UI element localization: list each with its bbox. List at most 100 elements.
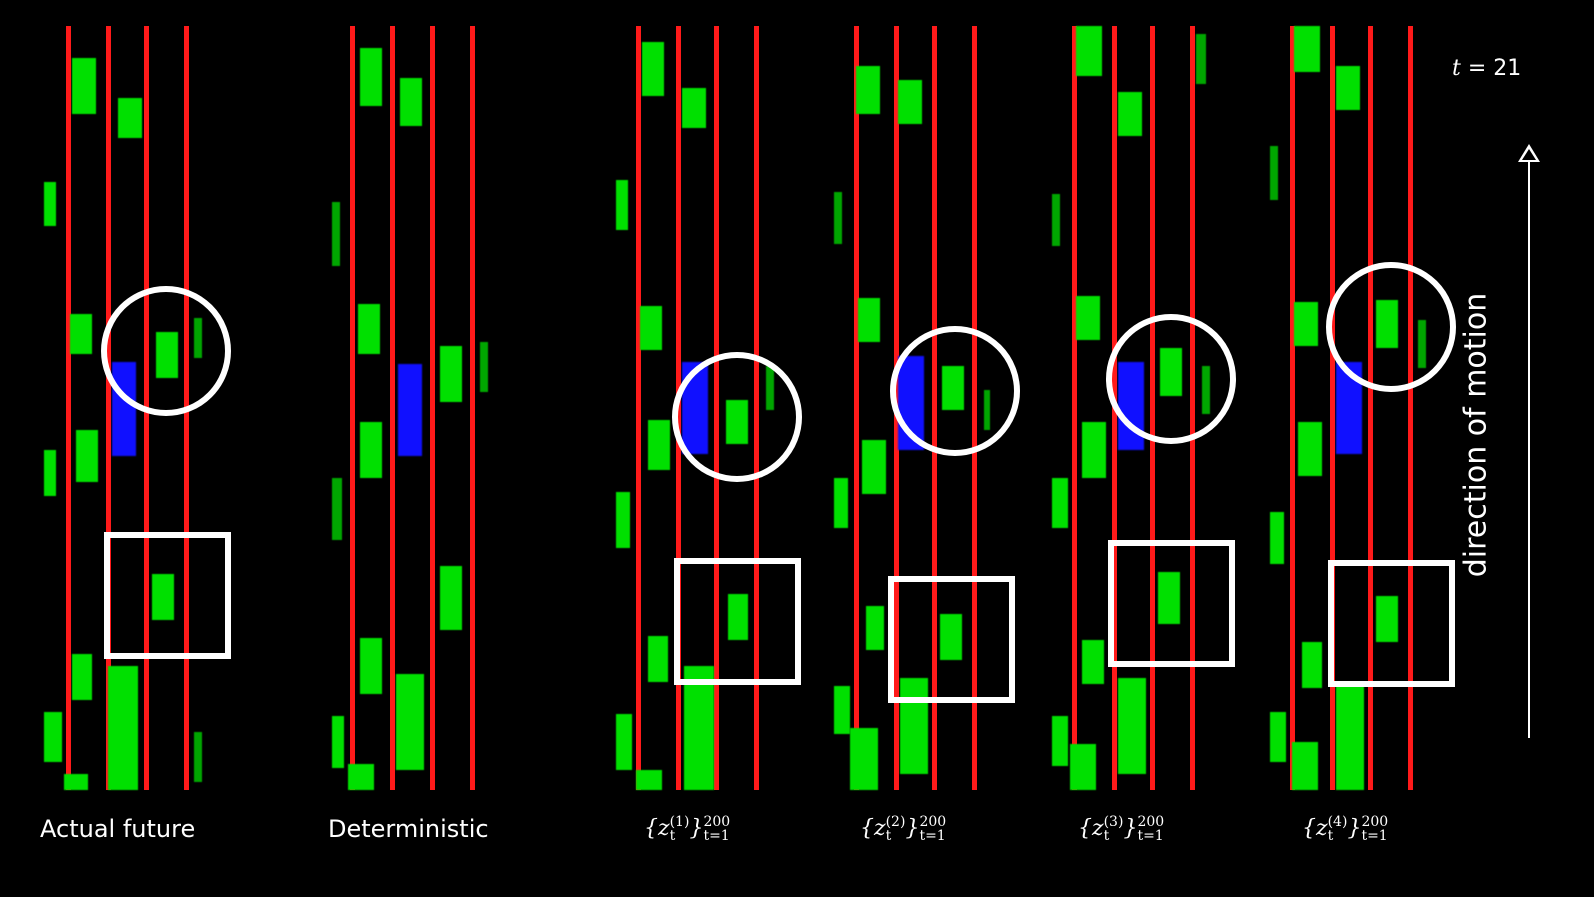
vehicle (940, 614, 962, 660)
highlight-circle (101, 286, 231, 416)
time-value: = 21 (1467, 56, 1522, 81)
direction-label: direction of motion (1458, 292, 1494, 578)
vehicle (360, 48, 382, 106)
highlight-circle (890, 326, 1020, 456)
vehicle (360, 638, 382, 694)
vehicle (44, 450, 56, 496)
highlight-square (888, 576, 1015, 703)
vehicle (1052, 716, 1068, 766)
sample-subscript: t (669, 828, 676, 844)
vehicle (850, 728, 878, 790)
panel-sample-1 (614, 26, 802, 790)
highlight-square (674, 558, 801, 685)
vehicle (898, 80, 922, 124)
vehicle (856, 66, 880, 114)
panel-sample-4 (1268, 26, 1456, 790)
sample-range-upper: 200 (919, 814, 947, 830)
lane-line (1072, 26, 1077, 790)
label-deterministic: Deterministic (328, 815, 489, 843)
vehicle (1270, 146, 1278, 200)
vehicle (194, 732, 202, 782)
vehicle (1294, 302, 1318, 346)
vehicle (70, 314, 92, 354)
vehicle (648, 420, 670, 470)
vehicle (1052, 194, 1060, 246)
vehicle (480, 342, 488, 392)
vehicle (1118, 678, 1146, 774)
lane-line (854, 26, 859, 790)
lane-line (430, 26, 435, 790)
vehicle (1082, 422, 1106, 478)
lane-line (66, 26, 71, 790)
vehicle (64, 774, 88, 790)
vehicle (358, 304, 380, 354)
vehicle (616, 714, 632, 770)
vehicle (332, 202, 340, 266)
vehicle (1302, 642, 1322, 688)
sample-index: (1) (669, 814, 690, 830)
sample-subscript: t (885, 828, 892, 844)
highlight-square (1328, 560, 1455, 687)
sample-range-lower: t=1 (919, 828, 946, 844)
vehicle (1336, 686, 1364, 790)
vehicle (440, 346, 462, 402)
vehicle (684, 666, 714, 790)
highlight-square (104, 532, 231, 659)
vehicle (834, 478, 848, 528)
label-sample-2: {z (2) t} 200 t=1 (860, 814, 947, 844)
label-sample-1: {z (1) t} 200 t=1 (644, 814, 731, 844)
vehicle (400, 78, 422, 126)
vehicle (858, 298, 880, 342)
time-step-label: t = 21 (1452, 56, 1521, 81)
vehicle (108, 666, 138, 790)
vehicle (1118, 92, 1142, 136)
vehicle (616, 180, 628, 230)
vehicle (1270, 712, 1286, 762)
arrow-shaft (1528, 160, 1530, 738)
lane-line (1368, 26, 1373, 790)
highlight-square (1108, 540, 1235, 667)
lane-line (636, 26, 641, 790)
vehicle (348, 764, 374, 790)
vehicle (862, 440, 886, 494)
vehicle (1070, 744, 1096, 790)
arrow-up-icon (1518, 144, 1540, 162)
vehicle (1376, 596, 1398, 642)
panel-sample-2 (832, 26, 1020, 790)
panel-deterministic (330, 26, 490, 790)
sample-subscript: t (1327, 828, 1334, 844)
vehicle (1082, 640, 1104, 684)
panel-actual-future (40, 26, 231, 790)
lane-line (1330, 26, 1335, 790)
vehicle (1158, 572, 1180, 624)
vehicle (152, 574, 174, 620)
vehicle (118, 98, 142, 138)
time-variable: t (1452, 56, 1461, 81)
vehicle (728, 594, 748, 640)
highlight-circle (672, 352, 802, 482)
label-open-brace-z: {z (1078, 816, 1104, 841)
vehicle (834, 686, 850, 734)
vehicle (682, 88, 706, 128)
label-sample-4: {z (4) t} 200 t=1 (1302, 814, 1389, 844)
vehicle (1294, 26, 1320, 72)
panel-sample-3 (1050, 26, 1236, 790)
vehicle (44, 182, 56, 226)
label-open-brace-z: {z (1302, 816, 1328, 841)
vehicle (332, 478, 342, 540)
vehicle (1292, 742, 1318, 790)
vehicle (76, 430, 98, 482)
vehicle (72, 58, 96, 114)
vehicle (636, 770, 662, 790)
vehicle (1052, 478, 1068, 528)
sample-range-upper: 200 (1361, 814, 1389, 830)
vehicle (616, 492, 630, 548)
vehicle (1298, 422, 1322, 476)
ego-vehicle (398, 364, 422, 456)
sample-range-lower: t=1 (1137, 828, 1164, 844)
vehicle (72, 654, 92, 700)
vehicle (1270, 512, 1284, 564)
sample-subscript: t (1103, 828, 1110, 844)
vehicle (866, 606, 884, 650)
lane-line (470, 26, 475, 790)
